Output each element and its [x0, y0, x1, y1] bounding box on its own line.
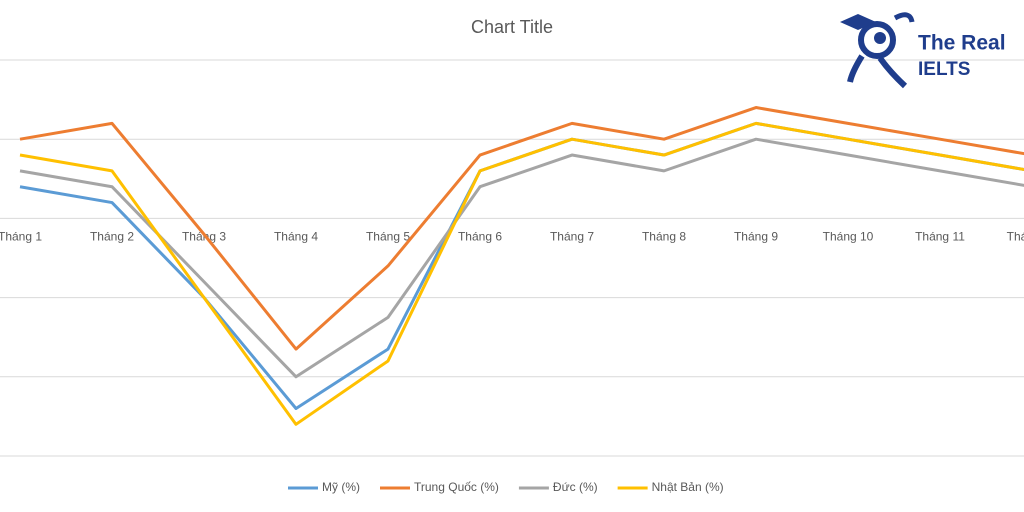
x-tick-label: Tháng 11 — [915, 230, 965, 244]
chart-title: Chart Title — [471, 17, 553, 37]
x-tick-label: Tháng 12 — [1007, 230, 1024, 244]
legend-label: Mỹ (%) — [322, 480, 360, 494]
legend-label: Nhật Bản (%) — [652, 480, 724, 494]
series-line — [19, 137, 1024, 379]
x-tick-label: Tháng 9 — [734, 230, 778, 244]
logo-icon — [874, 32, 886, 44]
logo-icon — [840, 14, 876, 30]
legend: Mỹ (%) Trung Quốc (%) Đức (%) Nhật Bản (%) — [288, 480, 724, 494]
logo-icon — [893, 12, 915, 23]
x-tick-label: Tháng 5 — [366, 230, 410, 244]
x-tick-label: Tháng 10 — [823, 230, 874, 244]
logo: The Real IELTS — [840, 12, 1006, 89]
series-line — [19, 106, 1024, 351]
series-line — [19, 121, 1024, 426]
grid: Tháng 1 Tháng 2 Tháng 3 Tháng 4 Tháng 5 Tháng… — [0, 59, 1024, 457]
logo-icon — [858, 21, 896, 59]
x-tick-label: Tháng 4 — [274, 230, 318, 244]
x-tick-label: Tháng 8 — [642, 230, 686, 244]
plot — [19, 106, 1024, 426]
legend-label: Đức (%) — [553, 480, 598, 494]
x-tick-label: Tháng 1 — [0, 230, 42, 244]
logo-text: IELTS — [918, 59, 970, 80]
logo-text: The Real — [918, 32, 1006, 55]
x-tick-label: Tháng 7 — [550, 230, 594, 244]
x-tick-label: Tháng 6 — [458, 230, 502, 244]
legend-label: Trung Quốc (%) — [414, 480, 499, 494]
logo-icon — [847, 54, 908, 89]
x-tick-label: Tháng 2 — [90, 230, 134, 244]
